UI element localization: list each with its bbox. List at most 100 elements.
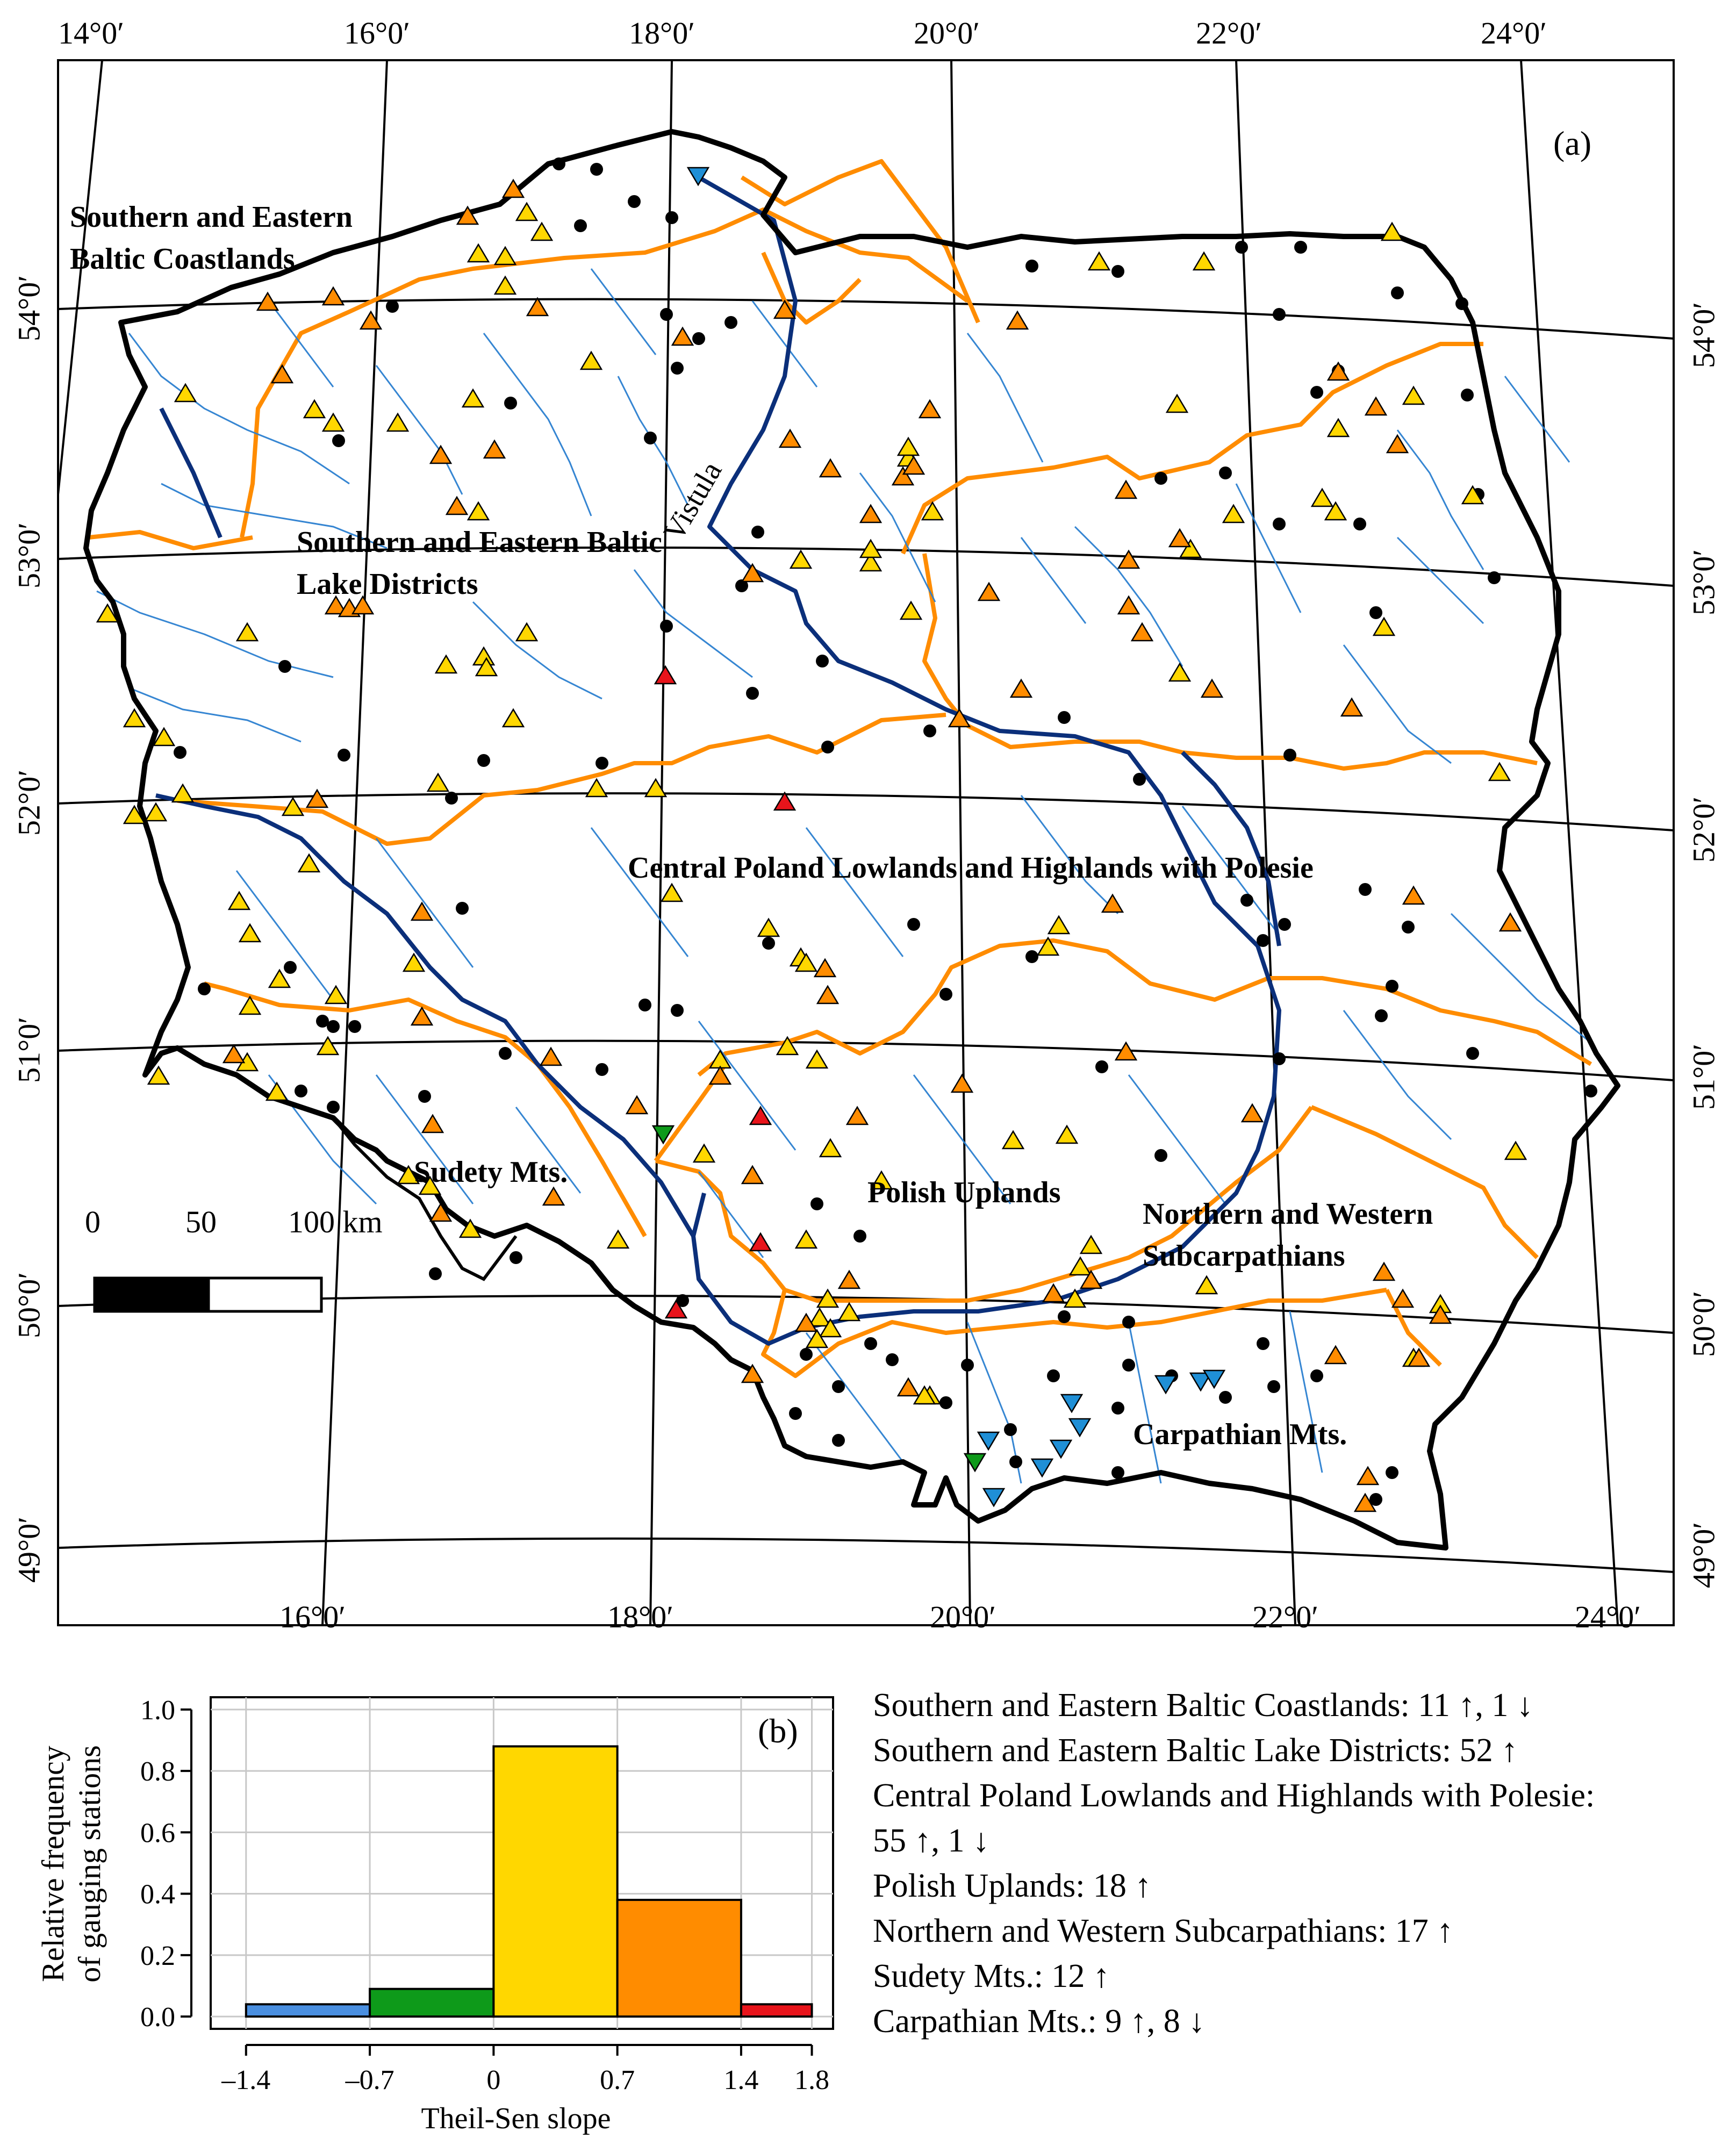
station-up-small [530, 221, 554, 241]
station-up-small [418, 1175, 442, 1195]
stats-line: Southern and Eastern Baltic Coastlands: … [873, 1687, 1533, 1724]
x-tick-label: 1.4 [723, 2065, 758, 2095]
station-no-trend [429, 1267, 442, 1280]
station-up-small [1192, 251, 1216, 271]
y-tick-label: 0.8 [140, 1756, 175, 1787]
stats-line: Polish Uplands: 18 ↑ [873, 1868, 1152, 1904]
x-tick-label: –1.4 [221, 2065, 270, 2095]
station-up-medium [1042, 1283, 1065, 1303]
bug-river [1181, 751, 1281, 946]
stations-no-trend [174, 157, 1597, 1506]
region-label-carpathian: Carpathian Mts. [1133, 1418, 1347, 1451]
station-no-trend [1455, 297, 1468, 310]
station-up-small [324, 985, 348, 1004]
station-up-small [819, 1138, 842, 1158]
station-up-small [1063, 1288, 1087, 1308]
station-no-trend [1111, 265, 1124, 278]
station-up-small [515, 622, 539, 642]
station-up-small [1488, 762, 1511, 781]
station-no-trend [665, 211, 678, 224]
border-detail [332, 1117, 518, 1281]
station-up-medium [1117, 549, 1140, 569]
station-up-small [461, 388, 485, 408]
region-label-line: Northern and Western [1143, 1197, 1433, 1231]
station-up-small [386, 412, 410, 432]
region-label-subcarpathians: Northern and Western Subcarpathians [1143, 1193, 1433, 1277]
station-up-medium [483, 439, 506, 459]
station-up-medium [813, 958, 837, 978]
station-up-medium [1006, 310, 1029, 330]
lat-label-right: 54°0′ [1686, 302, 1721, 368]
station-up-medium [1130, 622, 1154, 642]
station-up-large [664, 1299, 688, 1319]
station-down-weak [963, 1453, 987, 1473]
station-up-small [692, 1143, 716, 1163]
y-axis-label-line2: of gauging stations [72, 1745, 107, 1982]
station-down-weak [651, 1125, 675, 1145]
station-up-small [1402, 385, 1425, 405]
station-up-small [913, 1385, 936, 1405]
scale-label: 50 [185, 1204, 217, 1239]
histogram-bar [616, 1899, 742, 2018]
station-no-trend [1047, 1369, 1060, 1382]
station-no-trend [816, 655, 829, 668]
station-up-small [434, 654, 458, 674]
station-up-small [1324, 501, 1347, 521]
station-up-small [493, 246, 517, 265]
warta-river [159, 407, 223, 539]
station-up-small [1380, 221, 1404, 241]
station-no-trend [628, 195, 641, 208]
station-no-trend [671, 362, 684, 375]
station-no-trend [864, 1337, 877, 1350]
station-no-trend [1095, 1060, 1108, 1073]
station-no-trend [751, 526, 764, 539]
major-rivers [155, 175, 1281, 1346]
station-up-medium [977, 582, 1001, 601]
station-no-trend [1235, 241, 1248, 254]
station-up-medium [741, 563, 764, 583]
station-down-strong [1202, 1369, 1226, 1389]
station-up-medium [1168, 528, 1192, 548]
station-up-small [816, 1288, 840, 1308]
station-up-medium [539, 1046, 563, 1066]
lat-label-right: 49°0′ [1686, 1522, 1721, 1588]
station-up-medium [256, 291, 279, 311]
lon-label-bottom: 18°0′ [607, 1599, 673, 1634]
station-no-trend [1004, 1423, 1017, 1436]
histogram-panel-label: (b) [758, 1712, 798, 1750]
station-up-medium [429, 1202, 453, 1222]
station-up-small [859, 552, 883, 572]
station-up-small [859, 539, 883, 558]
station-no-trend [1240, 894, 1253, 907]
station-up-small [644, 778, 668, 798]
station-up-medium [1498, 912, 1522, 932]
station-up-small [321, 412, 345, 432]
station-no-trend [1058, 1310, 1071, 1323]
station-up-small [475, 657, 498, 677]
station-up-small [397, 1165, 420, 1185]
lon-label-top: 24°0′ [1481, 16, 1547, 51]
station-up-small [316, 1036, 340, 1056]
oder-river [155, 793, 695, 1238]
station-up-small [467, 243, 490, 263]
lon-label-bottom: 20°0′ [930, 1599, 996, 1634]
lat-label-right: 51°0′ [1686, 1044, 1721, 1110]
station-no-trend [886, 1353, 899, 1366]
station-no-trend [295, 1085, 307, 1097]
station-no-trend [1461, 389, 1474, 401]
station-up-small [303, 399, 326, 419]
station-no-trend [1488, 571, 1501, 584]
station-no-trend [1154, 472, 1167, 485]
station-up-small [1068, 1256, 1092, 1276]
station-up-medium [896, 1377, 920, 1397]
station-no-trend [1283, 749, 1296, 762]
station-no-trend [644, 432, 657, 444]
station-up-small [171, 783, 195, 803]
station-no-trend [1273, 518, 1286, 530]
lon-label-bottom: 16°0′ [279, 1599, 346, 1634]
station-up-small [1310, 487, 1334, 507]
station-no-trend [1267, 1380, 1280, 1393]
station-up-medium [1356, 1466, 1380, 1485]
region-label-lake-districts: Southern and Eastern Baltic Lake Distric… [297, 521, 662, 605]
station-no-trend [278, 660, 291, 673]
